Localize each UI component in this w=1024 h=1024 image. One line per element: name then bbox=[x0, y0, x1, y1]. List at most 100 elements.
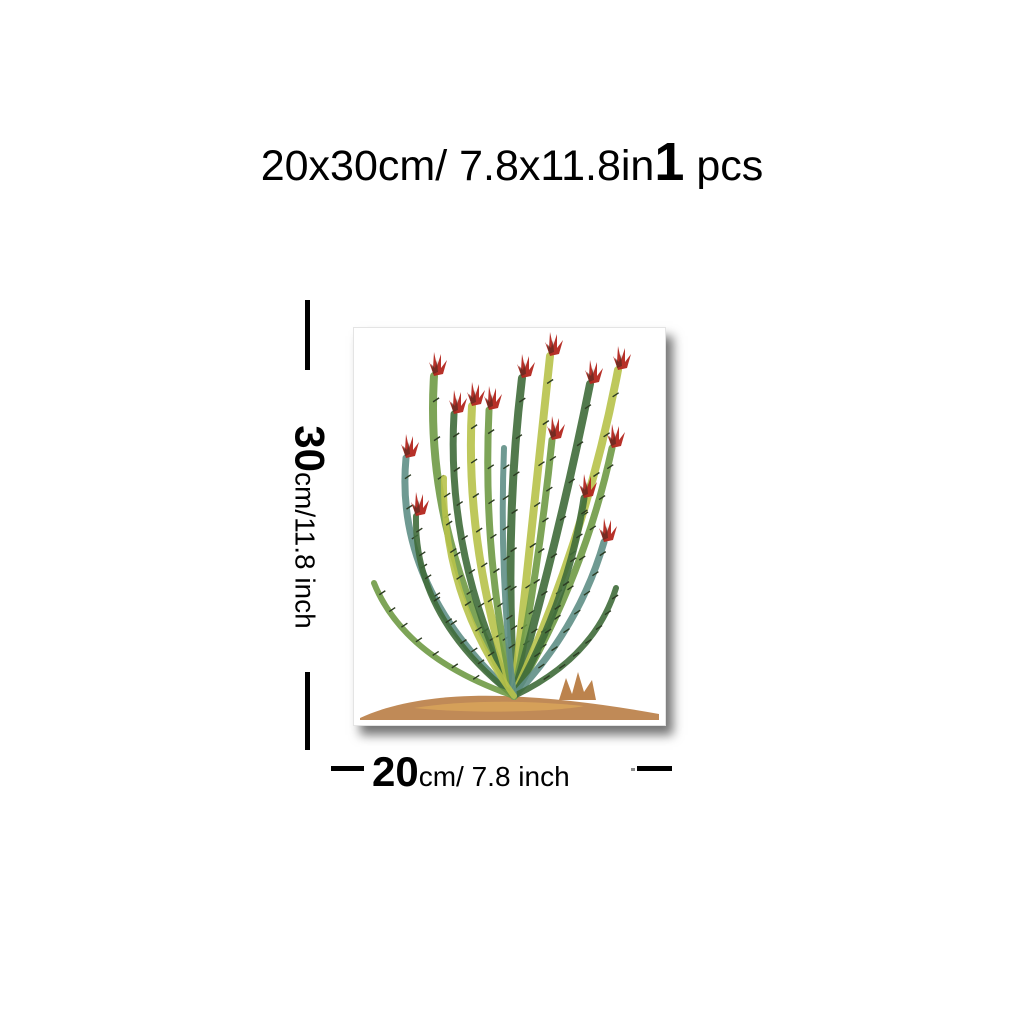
red-flower-tip bbox=[585, 360, 603, 384]
flower-shadow bbox=[581, 482, 588, 496]
flower-shadow bbox=[547, 340, 554, 354]
width-dimension-label: 20cm/ 7.8 inch bbox=[372, 748, 570, 801]
red-flower-tip bbox=[401, 434, 419, 458]
cactus-stem bbox=[412, 513, 517, 699]
red-flower-tip bbox=[547, 416, 565, 440]
stem-thorn bbox=[510, 624, 518, 631]
flower-shadow bbox=[413, 500, 420, 514]
cactus-stem bbox=[510, 494, 588, 700]
stem-thorn bbox=[578, 555, 586, 561]
width-unit: cm/ 7.8 inch bbox=[418, 761, 570, 792]
stem-thorn bbox=[515, 434, 523, 440]
stem-thorn bbox=[563, 628, 570, 634]
cactus-stem bbox=[499, 445, 517, 699]
stem-thorn bbox=[559, 515, 567, 521]
stem-thorn bbox=[512, 471, 520, 477]
stem-thorn bbox=[580, 509, 588, 515]
cactus-stem bbox=[371, 580, 517, 699]
red-flower-tip bbox=[467, 382, 485, 406]
flower-shadow bbox=[601, 526, 608, 540]
stem-thorn bbox=[450, 620, 458, 626]
stem-thorn bbox=[432, 650, 440, 656]
stem-thorn bbox=[470, 424, 478, 430]
stem-thorn bbox=[470, 647, 478, 653]
stem-thorn bbox=[418, 551, 426, 557]
stem-thorn bbox=[537, 548, 545, 554]
stem-thorn bbox=[510, 585, 517, 591]
stem-thorn bbox=[504, 585, 512, 591]
stem-thorn bbox=[533, 502, 541, 508]
stem-thorn bbox=[572, 651, 580, 657]
stem-thorn bbox=[445, 618, 453, 624]
height-unit: cm/11.8 inch bbox=[289, 472, 321, 629]
stem-thorn bbox=[433, 436, 441, 442]
stem-thorn bbox=[480, 562, 488, 568]
stem-thorn bbox=[584, 404, 592, 410]
quantity-unit: pcs bbox=[696, 142, 764, 190]
red-flower-tip bbox=[545, 332, 563, 356]
stem-thorn bbox=[445, 520, 453, 526]
stem-thorn bbox=[546, 378, 554, 385]
stem-thorn bbox=[595, 624, 603, 631]
stem-thorn bbox=[576, 441, 584, 447]
stem-thorn bbox=[531, 628, 538, 634]
stem-thorn bbox=[488, 499, 495, 505]
stem-thorn bbox=[388, 606, 396, 613]
ground-highlight bbox=[414, 701, 584, 712]
stem-thorn bbox=[598, 494, 606, 501]
height-value: 30 bbox=[286, 425, 334, 473]
red-flower-tip bbox=[484, 386, 502, 410]
stem-thorn bbox=[558, 663, 566, 669]
ocotillo-painting bbox=[360, 332, 659, 720]
flower-shadow bbox=[519, 362, 526, 376]
stem-thorn bbox=[540, 590, 548, 596]
stem-thorn bbox=[554, 604, 562, 610]
cactus-stem bbox=[510, 538, 608, 700]
stem-thorn bbox=[502, 525, 510, 531]
stem-thorn bbox=[475, 527, 483, 533]
stem-thorn bbox=[592, 571, 599, 577]
width-value: 20 bbox=[372, 748, 419, 795]
canvas-print bbox=[353, 327, 666, 726]
stem-thorn bbox=[549, 455, 557, 462]
stem-thorn bbox=[543, 674, 551, 681]
stem-thorn bbox=[544, 628, 552, 634]
stem-thorn bbox=[432, 397, 440, 403]
stem-thorn bbox=[567, 585, 574, 591]
stem-thorn bbox=[433, 596, 441, 602]
flower-shadow bbox=[431, 360, 438, 374]
stem-thorn bbox=[550, 553, 558, 559]
cactus-stem bbox=[510, 380, 594, 700]
red-flower-tip bbox=[429, 352, 447, 376]
stem-thorn bbox=[589, 525, 597, 531]
stem-thorn bbox=[576, 533, 583, 539]
stem-thorn bbox=[424, 574, 432, 580]
height-line-top bbox=[305, 300, 310, 370]
stem-thorn bbox=[510, 547, 518, 553]
stem-thorn bbox=[573, 609, 581, 615]
quantity-number: 1 bbox=[654, 132, 685, 192]
stem-thorn bbox=[477, 659, 485, 665]
stem-thorn bbox=[611, 594, 619, 600]
stem-thorn bbox=[569, 557, 577, 563]
flower-shadow bbox=[403, 442, 410, 456]
height-line-bottom bbox=[305, 672, 310, 750]
stem-thorn bbox=[490, 533, 497, 539]
stem-thorn bbox=[551, 646, 558, 652]
stem-thorn bbox=[464, 600, 472, 607]
stem-thorn bbox=[542, 420, 550, 426]
cactus-stem bbox=[484, 406, 518, 700]
stem-thorn bbox=[554, 614, 561, 620]
flower-shadow bbox=[451, 398, 458, 412]
flower-shadow bbox=[469, 390, 476, 404]
red-flower-tip bbox=[449, 390, 467, 414]
red-flower-tip bbox=[613, 346, 631, 370]
stem-thorn bbox=[606, 464, 614, 470]
stem-thorn bbox=[538, 663, 545, 669]
stem-thorn bbox=[406, 504, 413, 510]
stem-thorn bbox=[456, 500, 464, 507]
stem-thorn bbox=[443, 492, 451, 498]
stem-thorn bbox=[493, 568, 500, 574]
stem-thorn bbox=[475, 626, 482, 632]
stem-thorn bbox=[599, 551, 607, 557]
